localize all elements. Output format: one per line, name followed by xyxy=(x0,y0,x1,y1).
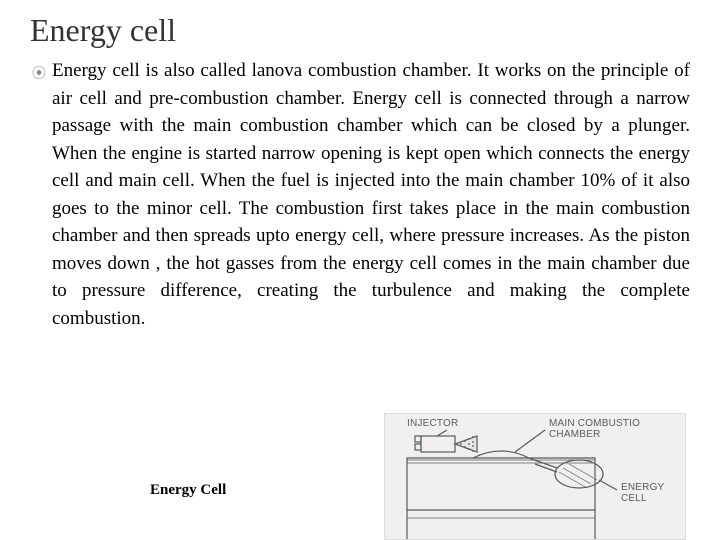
label-chamber: CHAMBER xyxy=(549,429,600,440)
energy-cell-diagram: INJECTOR MAIN COMBUSTIO CHAMBER ENERGY C… xyxy=(384,413,686,540)
body-text: Energy cell is also called lanova combus… xyxy=(48,57,690,332)
label-injector: INJECTOR xyxy=(407,418,458,429)
figure-caption: Energy Cell xyxy=(150,482,226,499)
page-title: Energy cell xyxy=(30,12,690,49)
body-row: ⦿ Energy cell is also called lanova comb… xyxy=(30,57,690,332)
diagram-svg xyxy=(385,414,686,540)
label-main-combustion: MAIN COMBUSTIO xyxy=(549,418,640,429)
label-cell: CELL xyxy=(621,493,647,504)
label-energy: ENERGY xyxy=(621,482,664,493)
bullet-glyph: ⦿ xyxy=(30,57,48,83)
